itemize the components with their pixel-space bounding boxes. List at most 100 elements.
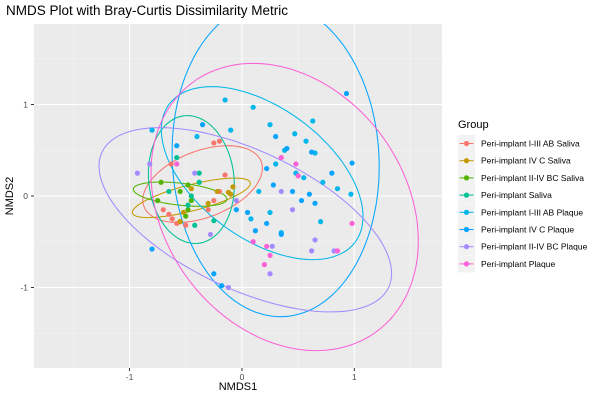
legend-key-point — [463, 175, 470, 181]
data-point — [216, 138, 223, 144]
data-point — [155, 197, 161, 204]
data-point — [174, 143, 180, 149]
data-point — [273, 161, 279, 167]
data-point — [149, 127, 155, 133]
legend-key-point — [463, 192, 470, 198]
data-point — [222, 172, 228, 178]
data-point — [228, 127, 234, 133]
data-point — [270, 182, 277, 188]
data-point — [199, 122, 206, 128]
data-point — [214, 188, 220, 195]
data-point — [250, 239, 256, 245]
data-point — [329, 170, 335, 176]
data-point — [196, 170, 202, 176]
data-point — [211, 218, 217, 224]
data-point — [349, 160, 355, 166]
data-point — [264, 220, 270, 227]
legend-label: Peri-implant IV C Saliva — [481, 156, 571, 166]
data-point — [168, 161, 174, 167]
legend-item: Peri-implant II-IV BC Saliva — [458, 169, 584, 187]
data-point — [250, 104, 256, 110]
data-point — [233, 207, 239, 213]
data-point — [192, 222, 198, 228]
y-tick-label: -1 — [20, 282, 28, 292]
data-point — [205, 207, 211, 213]
x-tick-label: -1 — [126, 372, 134, 382]
data-point — [188, 193, 194, 199]
data-point — [269, 243, 275, 249]
data-point — [312, 200, 318, 206]
data-point — [295, 173, 301, 179]
data-point — [219, 283, 225, 289]
ellipse — [150, 62, 419, 352]
x-tick-label: 1 — [352, 372, 357, 382]
data-point — [222, 97, 228, 103]
data-point — [348, 191, 354, 197]
data-point — [147, 161, 153, 167]
data-point — [349, 220, 355, 227]
data-point — [301, 175, 307, 181]
legend-label: Peri-implant IV C Plaque — [481, 225, 574, 235]
data-point — [343, 90, 350, 97]
data-point — [309, 149, 315, 155]
legend-item: Peri-implant Saliva — [458, 186, 552, 204]
data-point — [166, 211, 172, 217]
data-point — [183, 213, 189, 219]
data-point — [211, 197, 217, 204]
data-point — [248, 216, 254, 222]
ellipse — [98, 127, 393, 313]
legend-key-point — [463, 226, 470, 233]
data-point — [267, 122, 273, 128]
data-point — [185, 202, 191, 208]
legend-items: Peri-implant I-III AB Saliva Peri-implant… — [458, 135, 588, 273]
ellipse — [142, 145, 263, 224]
data-point — [205, 200, 211, 206]
legend-item: Peri-implant II-IV BC Plaque — [458, 238, 588, 256]
confidence-ellipses — [98, 24, 419, 352]
data-point — [292, 131, 298, 137]
data-point — [278, 154, 284, 161]
data-point — [252, 228, 259, 234]
data-point — [169, 216, 175, 222]
data-point — [318, 219, 324, 225]
data-point — [244, 209, 251, 216]
ellipse — [147, 115, 235, 245]
y-axis-ticks: -1 0 1 — [20, 100, 34, 292]
grid-major — [34, 24, 442, 368]
data-point — [289, 207, 296, 213]
data-point — [166, 188, 172, 195]
data-point — [306, 191, 312, 197]
legend-key-point — [463, 209, 470, 215]
data-point — [183, 222, 189, 228]
x-axis-ticks: -1 0 1 — [126, 368, 357, 382]
data-point — [320, 179, 326, 185]
data-point — [293, 161, 299, 167]
y-tick-label: 1 — [23, 100, 28, 110]
data-point — [188, 197, 194, 204]
data-point — [267, 209, 273, 216]
data-point — [303, 138, 309, 144]
data-point — [256, 188, 262, 195]
data-points — [134, 90, 355, 291]
legend-item: Peri-implant IV C Plaque — [458, 221, 574, 238]
data-point — [267, 252, 273, 259]
data-point — [264, 243, 270, 249]
legend-title: Group — [458, 119, 489, 131]
legend-key-point — [463, 140, 470, 147]
data-point — [211, 271, 217, 277]
legend-item: Peri-implant Plaque — [458, 255, 555, 273]
legend-item: Peri-implant IV C Saliva — [458, 152, 571, 170]
data-point — [233, 197, 239, 204]
x-axis-label: NMDS1 — [219, 381, 258, 393]
data-point — [273, 133, 279, 140]
data-point — [188, 186, 194, 192]
data-point — [312, 237, 318, 243]
legend-label: Peri-implant II-IV BC Plaque — [481, 242, 588, 252]
data-point — [160, 207, 166, 213]
x-tick-label: 0 — [240, 372, 245, 382]
data-point — [264, 165, 270, 172]
data-point — [207, 231, 214, 238]
data-point — [174, 161, 180, 167]
ellipse — [131, 177, 251, 219]
data-point — [194, 133, 200, 140]
